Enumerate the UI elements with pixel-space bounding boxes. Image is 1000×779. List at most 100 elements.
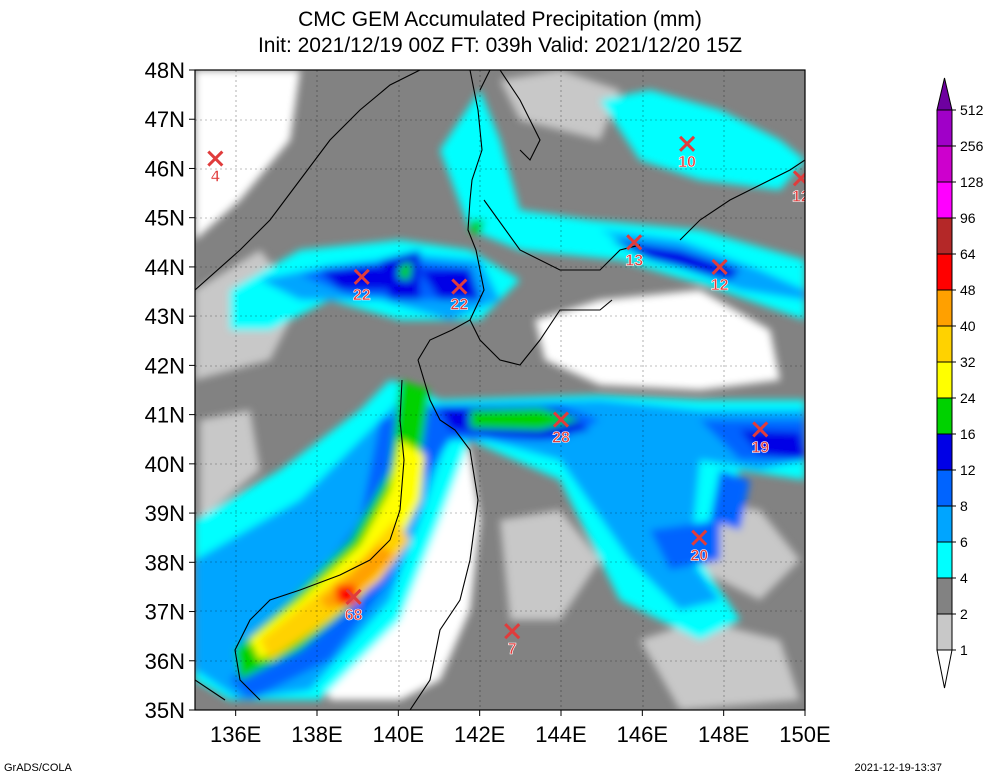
colorbar-swatch xyxy=(936,217,953,255)
x-marker-icon xyxy=(504,623,521,640)
station-markers: 4 10 12 13 12 22 22 28 19 20 68 7 xyxy=(207,135,810,659)
colorbar-swatch xyxy=(936,361,953,399)
x-marker-icon xyxy=(552,411,570,428)
lat-tick-label: 45N xyxy=(145,206,185,231)
colorbar-swatch xyxy=(936,181,953,219)
marker-value: 4 xyxy=(211,169,220,186)
colorbar-swatch xyxy=(936,505,953,543)
colorbar-level-label: 64 xyxy=(960,246,976,262)
map-frame xyxy=(194,69,806,711)
lon-tick-label: 138E xyxy=(291,722,342,747)
colorbar-level-label: 40 xyxy=(960,318,976,334)
x-marker-icon xyxy=(451,278,468,295)
lat-tick-label: 42N xyxy=(145,353,185,378)
colorbar-min-triangle xyxy=(936,649,953,689)
colorbar-swatch xyxy=(936,397,953,435)
station-marker: 10 xyxy=(678,135,696,171)
colorbar-level-label: 6 xyxy=(960,534,968,550)
lat-tick-label: 36N xyxy=(145,649,185,674)
station-marker: 68 xyxy=(344,588,363,624)
precip-field: 4 10 12 13 12 22 22 28 19 20 68 7 xyxy=(195,70,810,710)
lon-tick-label: 150E xyxy=(779,722,830,747)
lat-tick-label: 47N xyxy=(145,107,185,132)
colorbar-level-label: 4 xyxy=(960,570,968,586)
map-subtitle: Init: 2021/12/19 00Z FT: 039h Valid: 202… xyxy=(257,34,743,57)
marker-value: 7 xyxy=(508,641,517,658)
lat-tick-label: 38N xyxy=(145,550,185,575)
colorbar-max-triangle xyxy=(936,77,953,111)
lat-tick-label: 41N xyxy=(145,403,185,428)
station-marker: 12 xyxy=(710,258,729,294)
colorbar-swatch xyxy=(936,469,953,507)
colorbar-level-label: 96 xyxy=(960,210,976,226)
colorbar-level-label: 512 xyxy=(960,102,984,118)
colorbar-level-label: 32 xyxy=(960,354,976,370)
marker-value: 13 xyxy=(625,252,643,269)
colorbar-level-label: 256 xyxy=(960,138,984,154)
colorbar-swatch xyxy=(936,541,953,579)
station-marker: 12 xyxy=(792,170,810,206)
marker-value: 19 xyxy=(751,439,769,456)
lat-tick-label: 40N xyxy=(145,452,185,477)
station-marker: 13 xyxy=(625,234,644,270)
x-marker-icon xyxy=(353,268,370,285)
lat-tick-label: 43N xyxy=(145,304,185,329)
marker-value: 10 xyxy=(678,154,696,171)
colorbar-swatch xyxy=(936,325,953,363)
colorbar-level-label: 12 xyxy=(960,462,976,478)
station-marker: 28 xyxy=(552,411,570,447)
colorbar-level-label: 16 xyxy=(960,426,976,442)
marker-value: 20 xyxy=(690,548,708,565)
station-marker: 19 xyxy=(751,421,770,457)
lon-tick-label: 142E xyxy=(454,722,505,747)
colorbar-swatch xyxy=(936,289,953,327)
x-marker-icon xyxy=(679,135,696,152)
colorbar-swatch xyxy=(936,613,953,651)
lat-tick-label: 48N xyxy=(145,58,185,83)
lon-tick-label: 146E xyxy=(617,722,668,747)
footer-credit: GrADS/COLA xyxy=(4,762,72,774)
colorbar-level-label: 128 xyxy=(960,174,984,190)
colorbar-level-label: 8 xyxy=(960,498,968,514)
lat-tick-label: 37N xyxy=(145,600,185,625)
x-marker-icon xyxy=(711,258,728,275)
colorbar-swatch xyxy=(936,145,953,183)
map-title: CMC GEM Accumulated Precipitation (mm) xyxy=(298,8,702,31)
x-marker-icon xyxy=(207,150,224,167)
graticule xyxy=(195,70,805,710)
station-marker: 4 xyxy=(207,150,224,186)
marker-value: 68 xyxy=(345,607,363,624)
x-marker-icon xyxy=(345,588,362,605)
lat-tick-label: 46N xyxy=(145,156,185,181)
colorbar-level-label: 1 xyxy=(960,642,968,658)
x-marker-icon xyxy=(626,234,643,251)
colorbar-swatch xyxy=(936,577,953,615)
lon-tick-label: 148E xyxy=(698,722,749,747)
station-marker: 20 xyxy=(690,529,709,565)
colorbar-swatch xyxy=(936,109,953,147)
lat-tick-label: 35N xyxy=(145,698,185,723)
lat-tick-label: 39N xyxy=(145,501,185,526)
longitude-axis: 136E 138E 140E 142E 144E 146E 148E 150E xyxy=(210,710,831,747)
marker-value: 12 xyxy=(711,277,729,294)
station-marker: 22 xyxy=(353,268,371,304)
marker-value: 28 xyxy=(552,430,570,447)
lon-tick-label: 144E xyxy=(535,722,586,747)
marker-value: 22 xyxy=(450,297,468,314)
marker-value: 12 xyxy=(792,188,810,205)
colorbar-level-label: 48 xyxy=(960,282,976,298)
x-marker-icon xyxy=(752,421,769,438)
lon-tick-label: 136E xyxy=(210,722,261,747)
latitude-axis: 35N 36N 37N 38N 39N 40N 41N 42N 43N 44N 45N 46N 47N 4… xyxy=(145,58,195,723)
coastlines xyxy=(195,70,805,710)
station-marker: 22 xyxy=(450,278,469,314)
x-marker-icon xyxy=(691,529,708,546)
x-marker-icon xyxy=(792,170,805,187)
lat-tick-label: 44N xyxy=(145,255,185,280)
colorbar-level-label: 2 xyxy=(960,606,968,622)
marker-value: 22 xyxy=(353,287,371,304)
station-marker: 7 xyxy=(504,623,521,659)
footer-timestamp: 2021-12-19-13:37 xyxy=(854,762,942,774)
